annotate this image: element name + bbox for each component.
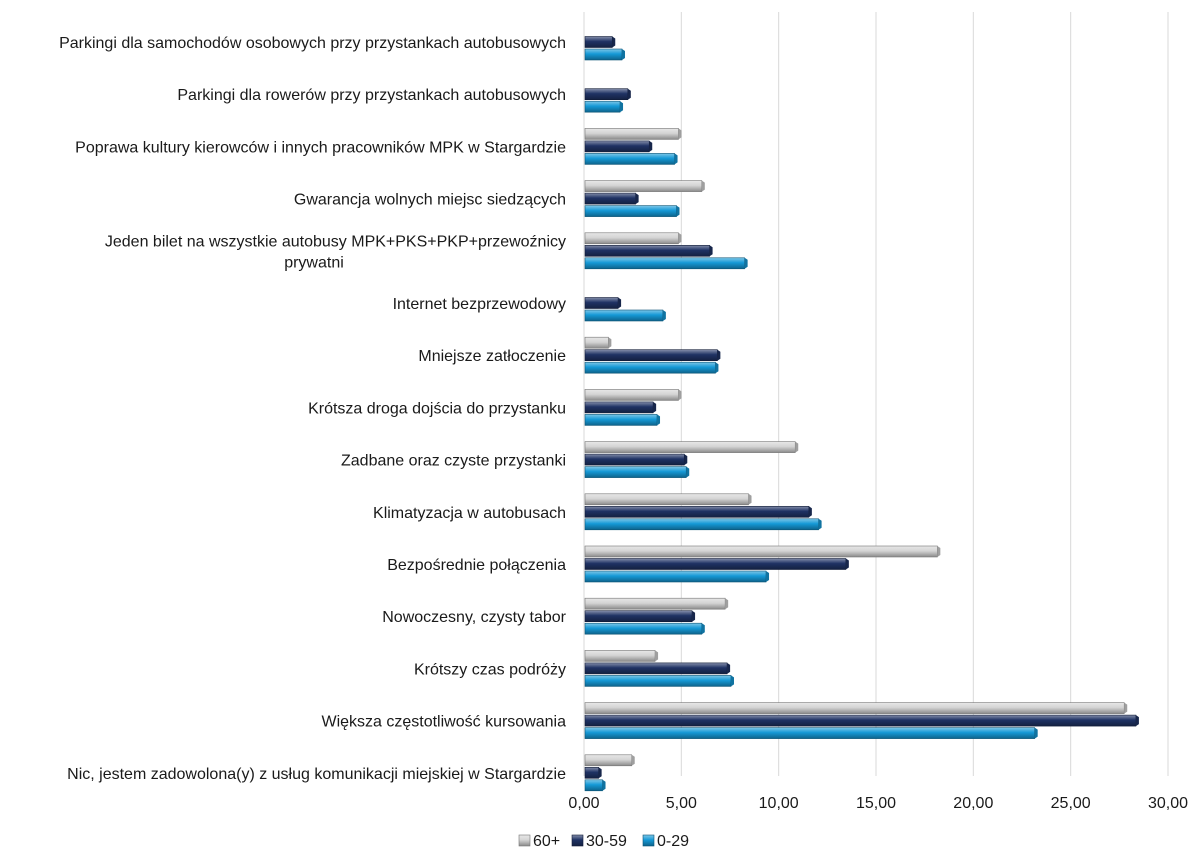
bar-30-59: [584, 558, 849, 570]
bar-60-: [584, 702, 1128, 714]
category-label: Parkingi dla rowerów przy przystankach a…: [177, 87, 566, 104]
bar-30-59: [584, 88, 631, 100]
category-labels: Parkingi dla samochodów osobowych przy p…: [59, 35, 567, 783]
x-tick-label: 15,00: [856, 795, 896, 812]
bar-30-59: [584, 245, 713, 257]
category-label: Poprawa kultury kierowców i innych praco…: [75, 139, 566, 156]
bar-0-29: [584, 675, 734, 687]
bar-60-: [584, 180, 705, 192]
bar-30-59: [584, 505, 812, 518]
x-tick-label: 30,00: [1148, 795, 1188, 812]
legend-swatch: [642, 834, 655, 847]
category-label: Mniejsze zatłoczenie: [418, 348, 566, 365]
x-axis-tick-labels: 0,00 5,00 10,00 15,00 20,00 25,00 30,00: [568, 795, 1188, 812]
x-tick-label: 25,00: [1051, 795, 1091, 812]
bar-60-: [584, 493, 752, 506]
bars: [584, 36, 1139, 792]
legend-item-30-59: 30-59: [571, 833, 627, 850]
bar-60-: [584, 545, 941, 558]
bar-30-59: [584, 36, 616, 48]
legend-item-60-: 60+: [518, 833, 560, 850]
bar-60-: [584, 232, 682, 245]
bar-30-59: [584, 610, 696, 623]
bar-30-59: [584, 453, 688, 466]
gridlines: [583, 12, 1169, 776]
category-label: Bezpośrednie połączenia: [387, 557, 566, 574]
bar-0-29: [584, 518, 822, 531]
category-label: Większa częstotliwość kursowania: [321, 714, 566, 731]
bar-0-29: [584, 779, 606, 792]
legend: 60+ 30-59 0-29: [518, 833, 689, 850]
x-tick-label: 20,00: [953, 795, 993, 812]
bar-0-29: [584, 414, 661, 426]
category-label: Krótsza droga dojścia do przystanku: [308, 400, 566, 417]
legend-item-0-29: 0-29: [642, 833, 689, 850]
bar-30-59: [584, 766, 602, 779]
category-label: Gwarancja wolnych miejsc siedzących: [294, 192, 566, 209]
bar-0-29: [584, 361, 719, 374]
bar-0-29: [584, 466, 690, 478]
category-label: Jeden bilet na wszystkie autobusy MPK+PK…: [105, 233, 566, 271]
bar-60-: [584, 754, 635, 767]
bar-0-29: [584, 100, 624, 113]
bar-60-: [584, 389, 682, 401]
bar-30-59: [584, 401, 657, 414]
bar-30-59: [584, 192, 639, 205]
bar-0-29: [584, 622, 705, 635]
legend-label: 0-29: [657, 833, 689, 850]
bar-60-: [584, 336, 612, 349]
legend-swatch: [571, 834, 584, 847]
category-label: Parkingi dla samochodów osobowych przy p…: [59, 35, 566, 52]
x-tick-label: 10,00: [759, 795, 799, 812]
bar-60-: [584, 128, 682, 140]
legend-swatch: [518, 834, 531, 847]
category-label: Internet bezprzewodowy: [393, 296, 566, 313]
legend-label: 30-59: [586, 833, 627, 850]
x-tick-label: 5,00: [666, 795, 697, 812]
legend-label: 60+: [533, 833, 560, 850]
category-label: Nic, jestem zadowolona(y) z usług komuni…: [67, 766, 566, 783]
bar-30-59: [584, 140, 653, 153]
bar-0-29: [584, 153, 678, 165]
category-label: Zadbane oraz czyste przystanki: [341, 453, 566, 470]
bar-30-59: [584, 714, 1139, 727]
x-tick-label: 0,00: [568, 795, 599, 812]
bar-0-29: [584, 205, 680, 217]
bar-0-29: [584, 48, 625, 61]
bar-30-59: [584, 297, 622, 309]
bar-60-: [584, 597, 729, 610]
bar-0-29: [584, 570, 770, 583]
bar-0-29: [584, 309, 666, 322]
category-label: Nowoczesny, czysty tabor: [382, 609, 566, 626]
category-label: Krótszy czas podróży: [414, 661, 566, 678]
bar-60-: [584, 441, 799, 453]
category-label: Klimatyzacja w autobusach: [373, 505, 566, 522]
bar-0-29: [584, 257, 748, 270]
bar-30-59: [584, 662, 731, 675]
bar-0-29: [584, 727, 1038, 739]
bar-60-: [584, 650, 659, 662]
bar-30-59: [584, 349, 721, 362]
